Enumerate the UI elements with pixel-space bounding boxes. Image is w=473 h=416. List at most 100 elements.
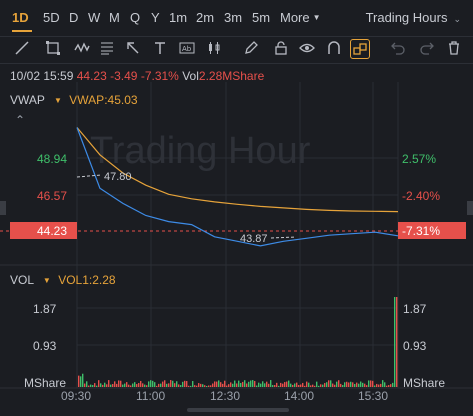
volume-bar	[248, 381, 250, 387]
volume-bar	[172, 380, 174, 387]
volume-bar	[346, 381, 348, 387]
volume-bar	[136, 384, 138, 387]
volume-bar	[196, 385, 198, 387]
tab-2m[interactable]: 2m	[196, 10, 215, 25]
volume-bar	[254, 381, 256, 387]
pct-axis-right-mid: -2.40%	[402, 189, 441, 203]
volume-bar	[98, 380, 100, 387]
volume-bar	[244, 380, 246, 387]
volume-bar	[174, 383, 176, 387]
more-dropdown[interactable]: More ▼	[280, 10, 321, 25]
volume-bar	[182, 381, 184, 387]
volume-bar	[282, 383, 284, 387]
trash-icon[interactable]	[445, 39, 463, 57]
volume-axis-left-unit: MShare	[24, 376, 67, 390]
right-scroll-handle[interactable]	[467, 201, 473, 215]
volume-bar	[240, 383, 242, 387]
indicator-name[interactable]: VWAP	[10, 93, 45, 107]
tab-day[interactable]: D	[69, 10, 79, 25]
tab-5m[interactable]: 5m	[252, 10, 271, 25]
tab-month[interactable]: M	[109, 10, 120, 25]
last-price-tag-left: 44.23	[10, 222, 77, 239]
tab-year[interactable]: Y	[151, 10, 160, 25]
text-tool-icon[interactable]	[151, 39, 169, 57]
volume-bar	[230, 382, 232, 387]
volume-bar	[202, 384, 204, 387]
quote-price: 44.23	[76, 69, 107, 83]
divider	[0, 36, 473, 37]
volume-bar	[312, 384, 314, 387]
chevron-down-icon[interactable]: ▼	[42, 276, 51, 285]
tab-3m[interactable]: 3m	[224, 10, 243, 25]
volume-bar	[270, 380, 272, 387]
volume-bar	[154, 382, 156, 387]
trading-hours-label: Trading Hours	[365, 10, 448, 25]
undo-icon[interactable]	[389, 39, 407, 57]
wave-tool-icon[interactable]	[73, 39, 91, 57]
volume-bar	[330, 380, 332, 387]
volume-bar	[192, 381, 194, 387]
candlestick-tool-icon[interactable]	[205, 39, 223, 57]
volume-bar	[140, 380, 142, 387]
volume-bar	[340, 383, 342, 387]
volume-bar	[394, 297, 396, 387]
tab-quarter[interactable]: Q	[130, 10, 141, 25]
volume-bar	[114, 381, 116, 387]
svg-text:Ab: Ab	[182, 45, 192, 53]
volume-bar	[200, 383, 202, 387]
volume-bar	[118, 380, 120, 387]
volume-axis-right-mid: 0.93	[403, 339, 427, 353]
left-scroll-handle[interactable]	[0, 201, 6, 215]
volume-bar	[390, 384, 392, 387]
volume-bar	[294, 383, 296, 387]
redo-icon[interactable]	[418, 39, 436, 57]
volume-bar	[260, 383, 262, 387]
tab-1m[interactable]: 1m	[169, 10, 188, 25]
high-annotation: 47.80	[104, 171, 132, 183]
volume-bar	[242, 381, 244, 387]
link-icon[interactable]	[350, 39, 370, 59]
line-tool-icon[interactable]	[13, 39, 31, 57]
volume-bar	[130, 385, 132, 387]
volume-bar	[170, 380, 172, 387]
more-label: More	[280, 10, 310, 25]
volume-bar	[286, 381, 288, 387]
volume-bar	[344, 382, 346, 387]
trading-hours-dropdown[interactable]: Trading Hours ⌄	[366, 10, 461, 25]
volume-bars	[78, 297, 398, 387]
volume-bar	[238, 380, 240, 387]
chevron-down-icon[interactable]: ▼	[54, 96, 62, 105]
magnet-icon[interactable]	[325, 39, 343, 57]
volume-bar	[266, 381, 268, 387]
pencil-icon[interactable]	[242, 39, 260, 57]
horizontal-scrollbar[interactable]	[187, 408, 289, 412]
volume-bar	[256, 385, 258, 387]
rectangle-tool-icon[interactable]	[44, 39, 62, 57]
volume-bar	[264, 383, 266, 387]
volume-bar	[156, 385, 158, 387]
volume-indicator-name[interactable]: VOL	[10, 273, 34, 287]
volume-bar	[228, 384, 230, 387]
volume-bar	[232, 383, 234, 387]
tab-5d[interactable]: 5D	[43, 10, 60, 25]
volume-bar	[124, 383, 126, 387]
volume-bar	[218, 380, 220, 387]
volume-bar	[178, 384, 180, 387]
volume-bar	[162, 381, 164, 387]
volume-bar	[324, 383, 326, 387]
lock-icon[interactable]	[272, 39, 290, 57]
volume-bar	[278, 385, 280, 387]
volume-bar	[360, 381, 362, 387]
eye-icon[interactable]	[298, 39, 316, 57]
volume-bar	[250, 380, 252, 387]
fibonacci-tool-icon[interactable]	[98, 39, 116, 57]
period-tabs: 1D 5D D W M Q Y 1m 2m 3m 5m More ▼ Tradin…	[0, 0, 473, 36]
arrow-tool-icon[interactable]	[124, 39, 142, 57]
collapse-chevron-icon[interactable]: ⌃	[15, 113, 26, 127]
volume-indicator-value: VOL1:2.28	[58, 273, 116, 287]
volume-bar	[160, 383, 162, 387]
tab-week[interactable]: W	[88, 10, 101, 25]
tab-1d[interactable]: 1D	[12, 10, 29, 25]
volume-bar	[372, 380, 374, 387]
label-tool-icon[interactable]: Ab	[178, 39, 196, 57]
